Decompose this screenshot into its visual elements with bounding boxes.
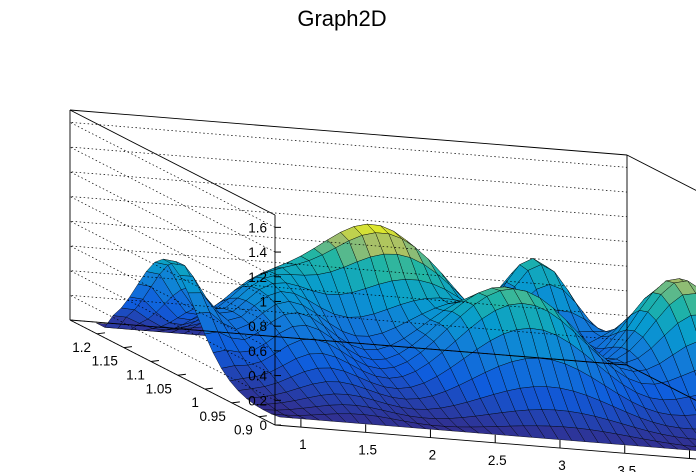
- z-tick-label: 0.4: [248, 369, 267, 384]
- frame-edge: [626, 154, 696, 191]
- z-grid-line: [69, 171, 628, 278]
- x-tick-label: 3: [558, 458, 566, 472]
- y-tick-label: 0.95: [200, 409, 226, 424]
- y-tick-label: 1: [191, 395, 199, 410]
- z-tick-label: 0: [259, 418, 267, 433]
- y-tick-label: 1.15: [92, 354, 118, 369]
- surface-cell: [675, 396, 696, 416]
- z-grid-line: [69, 146, 628, 253]
- surface-plot: [96, 223, 696, 451]
- frame-edge: [626, 364, 696, 401]
- y-tick-label: 1.1: [126, 367, 145, 382]
- y-tick-mark: [204, 387, 213, 390]
- y-tick-mark: [177, 373, 186, 376]
- x-tick-label: 1: [299, 437, 307, 452]
- surface-cell: [690, 314, 696, 332]
- surface-cell: [682, 293, 696, 316]
- z-tick-label: 0.6: [248, 344, 267, 359]
- surface-cell: [687, 438, 696, 447]
- frame-edge: [69, 319, 276, 426]
- y-tick-mark: [150, 359, 159, 362]
- y-tick-label: 0.9: [234, 423, 253, 438]
- z-tick-label: 1.6: [248, 220, 267, 235]
- frame-box: [69, 109, 696, 460]
- frame-edge: [69, 319, 628, 366]
- surface-cell: [684, 414, 696, 430]
- z-grid-line: [69, 294, 628, 401]
- surface-cell: [682, 445, 696, 451]
- y-tick-mark: [258, 415, 267, 418]
- surface-cell: [680, 370, 696, 398]
- y-tick-label: 1.2: [72, 340, 91, 355]
- y-axis: 0.9 0.951 1.051.1 1.151.2: [72, 332, 267, 438]
- z-grid-line: [69, 220, 628, 327]
- x-tick-label: 4: [688, 468, 696, 472]
- y-tick-mark: [123, 346, 133, 349]
- x-tick-label: 3.5: [617, 463, 636, 472]
- x-tick-label: 2.5: [488, 453, 507, 468]
- frame-edge: [69, 109, 276, 216]
- surface-cell: [679, 427, 696, 440]
- x-axis: 11.522.533.544.55: [299, 419, 696, 472]
- x-tick-label: 2: [429, 448, 437, 463]
- z-grid-line: [69, 270, 628, 376]
- frame-edge: [69, 109, 628, 156]
- y-tick-label: 1.05: [146, 381, 172, 396]
- z-grid-line: [69, 196, 628, 302]
- z-tick-label: 0.2: [248, 393, 267, 408]
- surface-cell: [677, 315, 696, 347]
- z-grid-line: [69, 245, 628, 352]
- z-tick-label: 1.4: [248, 245, 267, 260]
- chart-title: Graph2D: [297, 6, 386, 31]
- z-grid-line: [69, 122, 628, 228]
- frame-edge: [274, 424, 696, 460]
- z-tick-label: 1: [259, 294, 267, 309]
- z-tick-label: 0.8: [248, 319, 267, 334]
- y-tick-mark: [96, 332, 106, 335]
- y-tick-mark: [231, 401, 240, 404]
- surface-cell: [685, 342, 696, 372]
- surface-cell: [692, 428, 696, 434]
- surface-cell: [674, 436, 696, 447]
- surface-cell: [687, 280, 696, 294]
- x-tick-label: 1.5: [358, 442, 377, 457]
- z-axis: 0 0.2 0.4 0.6 0.8 1 1.2 1.4 1.6: [248, 220, 281, 433]
- z-tick-label: 1.2: [248, 270, 267, 285]
